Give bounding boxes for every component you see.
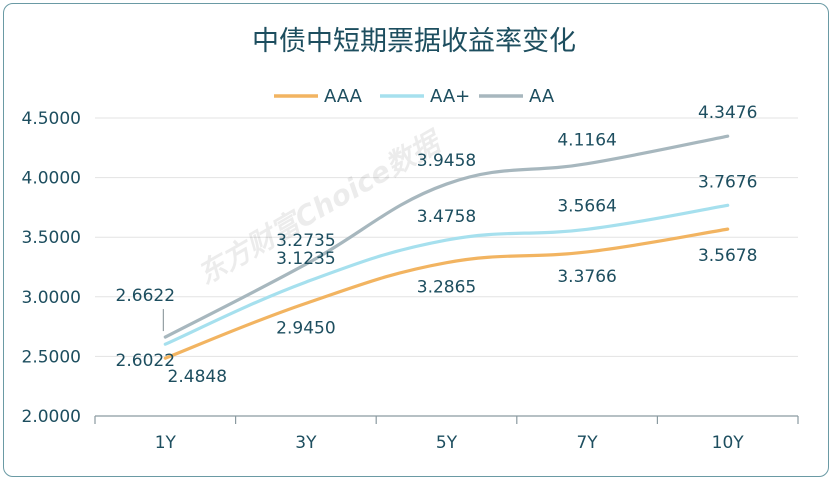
x-tick-label: 10Y — [712, 433, 745, 453]
legend-label: AAA — [324, 86, 363, 107]
series-line-aaa — [163, 227, 730, 360]
data-label: 2.9450 — [276, 318, 335, 338]
data-label: 2.6022 — [116, 351, 175, 371]
axes: 2.0000 2.5000 3.0000 3.5000 4.0000 4.5000 1Y 3Y… — [22, 109, 799, 453]
y-tick-label: 4.0000 — [22, 169, 81, 189]
x-tick-label: 1Y — [155, 433, 177, 453]
data-label: 3.3766 — [557, 267, 616, 287]
data-label: 3.1235 — [276, 249, 335, 269]
y-tick-label: 3.5000 — [22, 228, 81, 248]
series-lines — [163, 134, 730, 360]
data-label: 3.9458 — [417, 151, 476, 171]
data-label: 3.5678 — [698, 246, 757, 266]
x-tick-label: 3Y — [295, 433, 317, 453]
data-label: 3.7676 — [698, 172, 757, 192]
grid-lines — [95, 117, 798, 357]
data-label: 3.5664 — [557, 196, 616, 216]
series-line-aaplus — [163, 203, 730, 346]
data-labels: 2.4848 2.9450 3.2865 3.3766 3.5678 2.6022 3.12… — [116, 103, 758, 387]
data-label: 2.4848 — [168, 367, 227, 387]
legend-label: AA — [529, 86, 555, 107]
y-tick-label: 2.0000 — [22, 407, 81, 427]
x-tick-label: 7Y — [576, 433, 598, 453]
y-tick-label: 2.5000 — [22, 347, 81, 367]
data-label: 3.2735 — [276, 231, 335, 251]
data-label: 3.2865 — [417, 278, 476, 298]
y-tick-label: 3.0000 — [22, 288, 81, 308]
data-label: 3.4758 — [417, 207, 476, 227]
legend: AAA AA+ AA — [274, 86, 555, 107]
x-tick-label: 5Y — [436, 433, 458, 453]
y-tick-label: 4.5000 — [22, 109, 81, 129]
legend-label: AA+ — [430, 86, 470, 107]
series-line-aa — [163, 134, 730, 339]
data-label: 4.1164 — [557, 131, 616, 151]
data-label: 4.3476 — [698, 103, 757, 123]
chart-title: 中债中短期票据收益率变化 — [252, 26, 576, 57]
chart-frame — [3, 3, 829, 477]
data-label: 2.6622 — [116, 286, 175, 306]
